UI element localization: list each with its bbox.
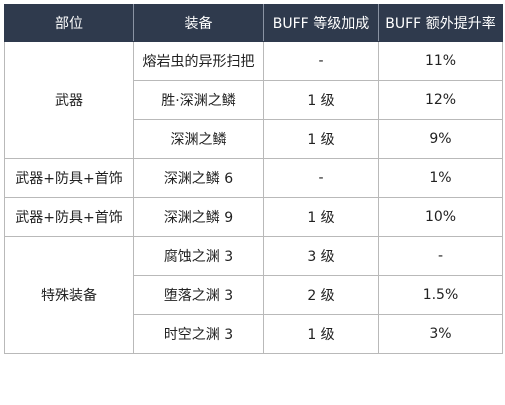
rate-cell: 1%	[378, 158, 503, 198]
rate-cell: 12%	[378, 80, 503, 120]
equip-cell: 时空之渊 3	[133, 314, 264, 354]
table-row: 武器+防具+首饰 深渊之鳞 6 - 1%	[4, 158, 503, 198]
equip-cell: 堕落之渊 3	[133, 275, 264, 315]
level-cell: 1 级	[263, 314, 379, 354]
equip-cell: 深渊之鳞 6	[133, 158, 264, 198]
table-row: 胜·深渊之鳞 1 级 12%	[5, 80, 503, 120]
part-cell: 特殊装备	[4, 236, 134, 354]
table-row: 深渊之鳞 1 级 9%	[5, 119, 503, 159]
equip-cell: 熔岩虫的异形扫把	[133, 41, 264, 81]
part-cell: 武器+防具+首饰	[4, 158, 134, 198]
header-part: 部位	[4, 4, 134, 42]
equip-cell: 深渊之鳞 9	[133, 197, 264, 237]
level-cell: 3 级	[263, 236, 379, 276]
table-body: 武器 熔岩虫的异形扫把 - 11% 胜·深渊之鳞 1 级 12% 深渊之鳞 1 …	[4, 41, 503, 354]
table-row: 特殊装备 腐蚀之渊 3 3 级 -	[4, 236, 503, 354]
header-extra-rate: BUFF 额外提升率	[378, 4, 503, 42]
rate-cell: 3%	[378, 314, 503, 354]
part-cell: 武器+防具+首饰	[4, 197, 134, 237]
part-cell: 武器	[4, 41, 134, 159]
header-level-bonus: BUFF 等级加成	[263, 4, 379, 42]
level-cell: 2 级	[263, 275, 379, 315]
header-row: 部位 装备 BUFF 等级加成 BUFF 额外提升率	[4, 4, 503, 42]
rate-cell: 9%	[378, 119, 503, 159]
level-cell: 1 级	[263, 119, 379, 159]
level-cell: 1 级	[263, 80, 379, 120]
level-cell: -	[263, 41, 379, 81]
rate-cell: 10%	[378, 197, 503, 237]
rate-cell: 1.5%	[378, 275, 503, 315]
equip-cell: 胜·深渊之鳞	[133, 80, 264, 120]
buff-table: 部位 装备 BUFF 等级加成 BUFF 额外提升率 武器 熔岩虫的异形扫把 -…	[4, 4, 503, 354]
level-cell: 1 级	[263, 197, 379, 237]
level-cell: -	[263, 158, 379, 198]
rate-cell: 11%	[378, 41, 503, 81]
table-row: 武器+防具+首饰 深渊之鳞 9 1 级 10%	[4, 197, 503, 237]
equip-cell: 腐蚀之渊 3	[133, 236, 264, 276]
header-equip: 装备	[133, 4, 264, 42]
table-row: 堕落之渊 3 2 级 1.5%	[5, 275, 503, 315]
table-header: 部位 装备 BUFF 等级加成 BUFF 额外提升率	[4, 4, 503, 42]
rate-cell: -	[378, 236, 503, 276]
equip-cell: 深渊之鳞	[133, 119, 264, 159]
table-row: 武器 熔岩虫的异形扫把 - 11%	[4, 41, 503, 159]
table-row: 时空之渊 3 1 级 3%	[5, 314, 503, 354]
